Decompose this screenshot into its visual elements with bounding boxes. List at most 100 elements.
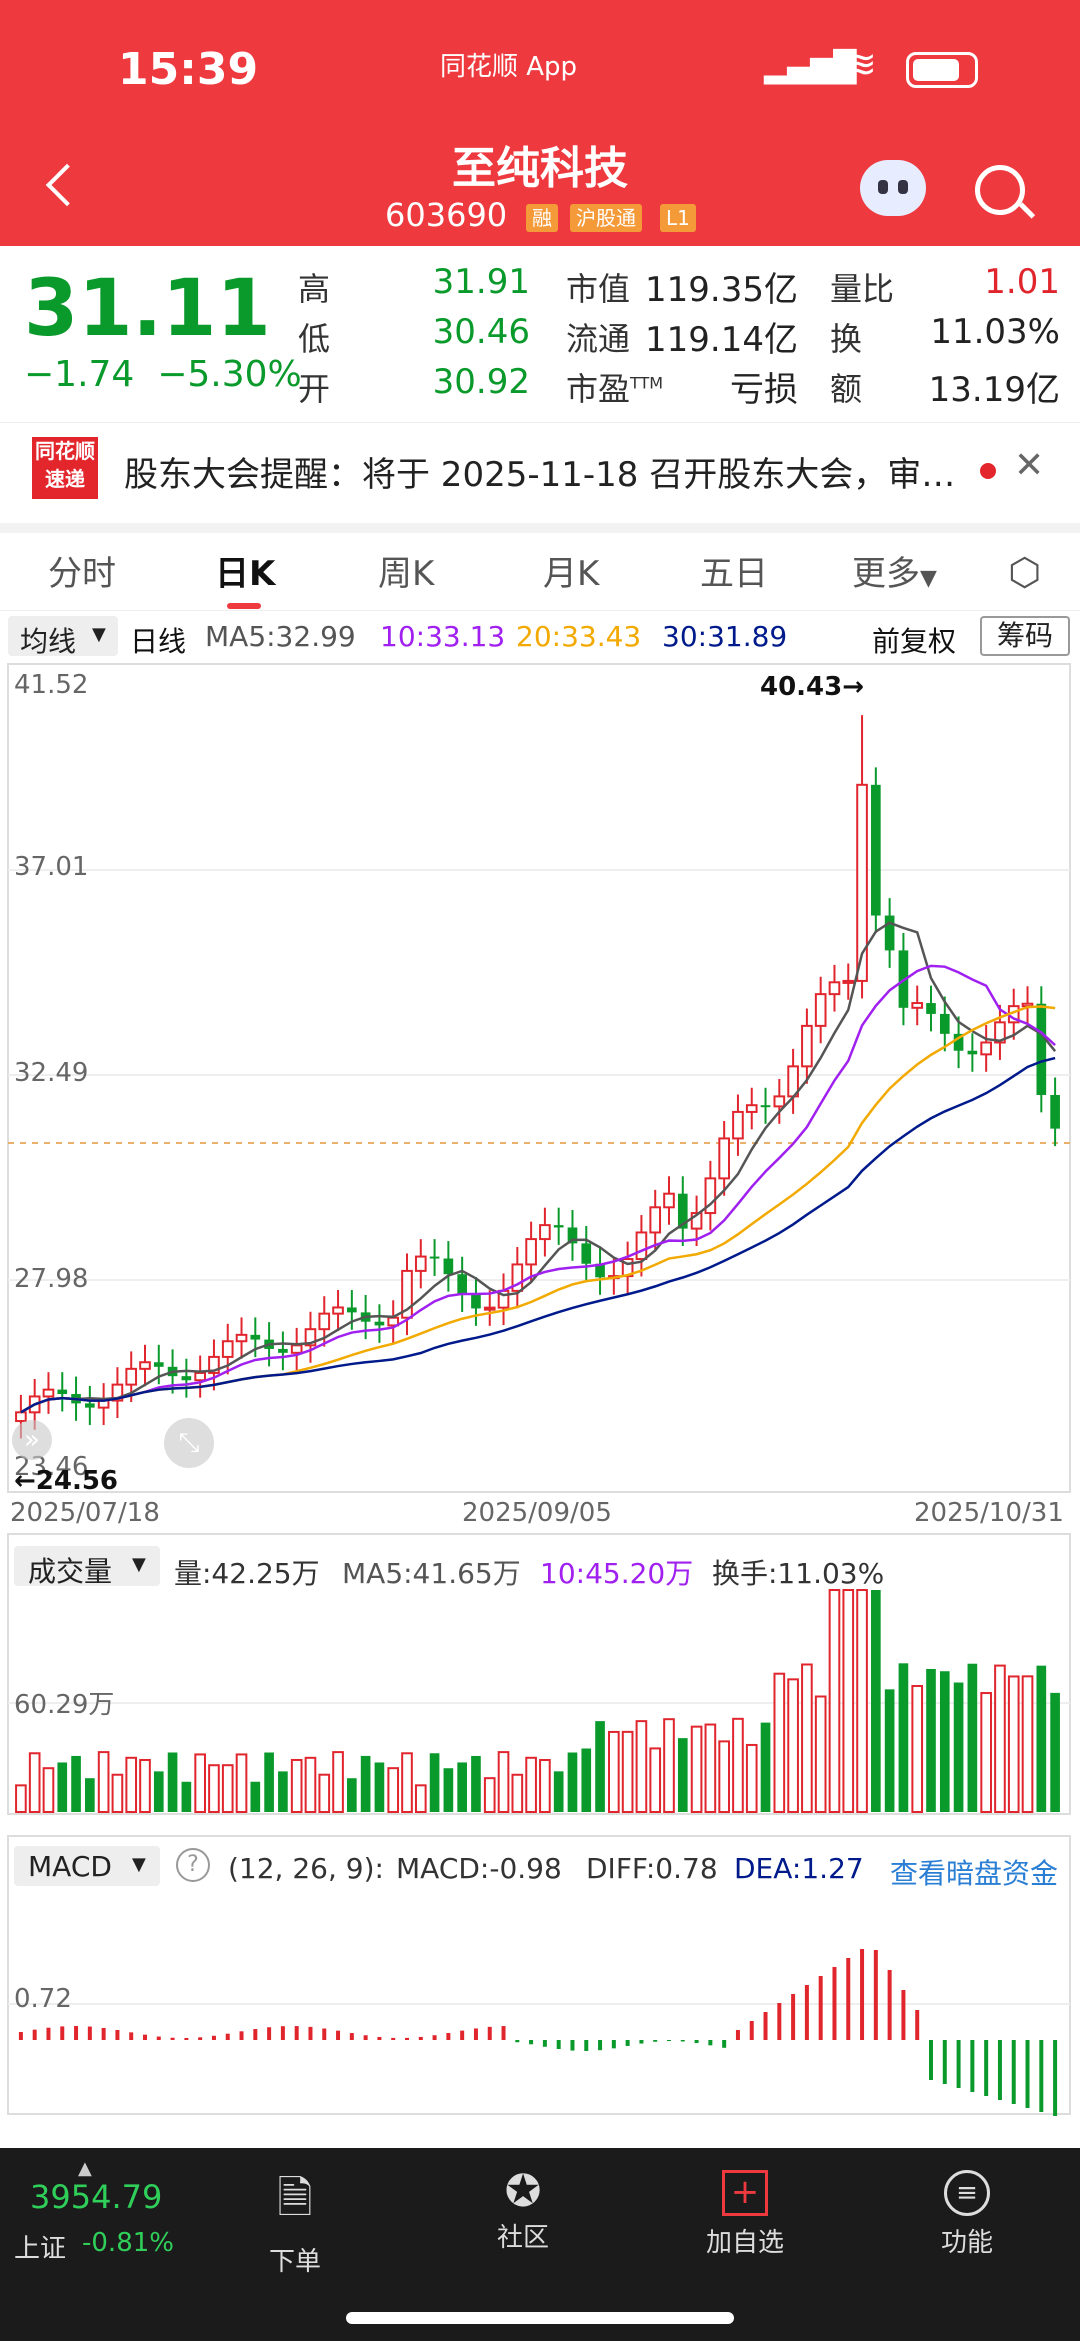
fullscreen-icon[interactable]: ⤡ bbox=[164, 1418, 214, 1468]
ma30-line bbox=[20, 1056, 1056, 1414]
notice-banner[interactable]: 同花顺 速递 股东大会提醒：将于 2025-11-18 召开股东大会，审… ✕ bbox=[0, 422, 1080, 533]
period-tabs: 分时 日K 周K 月K 五日 更多▼ ⬡ bbox=[0, 530, 1080, 611]
tab-order[interactable]: 🗎 下单 bbox=[250, 2166, 340, 2278]
volume-selector-label: 成交量 bbox=[28, 1555, 113, 1588]
volratio-value: 1.01 bbox=[984, 262, 1060, 302]
volume-bar bbox=[85, 1778, 95, 1812]
candles bbox=[15, 715, 1060, 1439]
tab-order-label: 下单 bbox=[268, 2247, 321, 2277]
tab-five-day[interactable]: 五日 bbox=[700, 554, 768, 594]
turnover-label: 换 bbox=[830, 320, 863, 358]
float-label: 流通 bbox=[566, 320, 631, 358]
candle-body bbox=[71, 1394, 81, 1404]
close-icon[interactable]: ✕ bbox=[1014, 445, 1045, 486]
volume-bar bbox=[42, 1767, 55, 1814]
candle-body bbox=[221, 1340, 234, 1358]
volume-bar bbox=[967, 1663, 978, 1812]
pe-label-text: 市盈 bbox=[566, 370, 631, 408]
volume-bar bbox=[15, 1784, 27, 1813]
candle-body bbox=[871, 784, 881, 916]
candle-body bbox=[663, 1192, 675, 1209]
candle-body bbox=[511, 1263, 524, 1292]
search-icon[interactable] bbox=[975, 165, 1025, 215]
candle-body bbox=[1050, 1094, 1060, 1129]
candle-body bbox=[994, 1021, 1006, 1044]
candle-body bbox=[608, 1275, 620, 1280]
help-icon[interactable]: ? bbox=[176, 1848, 210, 1882]
volume-bar bbox=[690, 1725, 703, 1814]
volume-bar bbox=[181, 1781, 192, 1812]
candle-body bbox=[718, 1137, 730, 1180]
tab-weekly-k[interactable]: 周K bbox=[378, 554, 435, 594]
volume-bar bbox=[1050, 1692, 1060, 1812]
candle-body bbox=[980, 1041, 992, 1056]
settings-hexagon-icon[interactable]: ⬡ bbox=[1008, 550, 1042, 594]
macd-selector[interactable]: MACD ▼ bbox=[14, 1846, 160, 1886]
y-label-3: 32.49 bbox=[14, 1058, 89, 1088]
index-value[interactable]: 3954.79 bbox=[30, 2178, 163, 2216]
volume-ma5: MA5:41.65万 bbox=[342, 1557, 521, 1590]
volume-bar bbox=[1007, 1675, 1020, 1813]
candle-body bbox=[111, 1383, 124, 1402]
signal-icon: ▂▄▆█ bbox=[764, 50, 857, 85]
pe-value: 亏损 bbox=[730, 370, 798, 410]
tab-daily-k[interactable]: 日K bbox=[215, 554, 276, 594]
candle-body bbox=[28, 1395, 41, 1414]
last-price: 31.11 bbox=[24, 264, 271, 354]
volume-bar bbox=[139, 1758, 151, 1814]
expand-left-icon[interactable]: » bbox=[12, 1420, 52, 1460]
ma5-value: MA5:32.99 bbox=[205, 620, 356, 653]
candle-body bbox=[911, 1002, 924, 1009]
home-indicator bbox=[346, 2312, 734, 2324]
volume-bar bbox=[884, 1689, 895, 1812]
volume-y-label: 60.29万 bbox=[14, 1690, 115, 1720]
volume-bar bbox=[760, 1722, 771, 1812]
caret-down-icon: ▼ bbox=[132, 1854, 146, 1875]
volume-bar bbox=[581, 1748, 592, 1812]
candle-body bbox=[649, 1206, 662, 1234]
adjust-label[interactable]: 前复权 bbox=[872, 625, 957, 658]
candle-body bbox=[332, 1306, 344, 1315]
candle-body bbox=[842, 979, 855, 984]
volume-selector[interactable]: 成交量 ▼ bbox=[14, 1546, 160, 1588]
volume-bar bbox=[732, 1717, 744, 1814]
volume-bar bbox=[567, 1752, 578, 1812]
volume-bar bbox=[111, 1773, 124, 1813]
tab-community[interactable]: ✪ 社区 bbox=[478, 2166, 568, 2254]
battery-icon bbox=[906, 52, 978, 88]
caret-down-icon: ▼ bbox=[132, 1554, 146, 1575]
candle-body bbox=[483, 1306, 496, 1311]
volume-bar bbox=[347, 1778, 357, 1812]
candle-body bbox=[539, 1224, 551, 1241]
dark-pool-link[interactable]: 查看暗盘资金 bbox=[890, 1857, 1059, 1890]
volume-bar bbox=[71, 1755, 81, 1812]
index-change: -0.81% bbox=[82, 2228, 174, 2258]
candle-body bbox=[621, 1258, 634, 1278]
index-name: 上证 bbox=[14, 2234, 67, 2264]
candle-body bbox=[167, 1366, 178, 1377]
candle-body bbox=[1021, 1002, 1034, 1008]
volume-bar bbox=[290, 1758, 303, 1813]
tab-intraday[interactable]: 分时 bbox=[48, 554, 116, 594]
notice-text[interactable]: 股东大会提醒：将于 2025-11-18 召开股东大会，审… bbox=[124, 455, 956, 495]
wifi-icon: ≋ bbox=[845, 42, 877, 86]
tab-more[interactable]: 更多▼ bbox=[852, 546, 937, 595]
volume-bar bbox=[663, 1718, 675, 1813]
tab-add-watchlist[interactable]: + 加自选 bbox=[690, 2166, 800, 2259]
tab-monthly-k[interactable]: 月K bbox=[543, 554, 600, 594]
turnover-rate: 换手:11.03% bbox=[712, 1557, 885, 1590]
tab-functions[interactable]: ≡ 功能 bbox=[922, 2166, 1012, 2259]
volume-bar bbox=[939, 1671, 950, 1812]
candle-body bbox=[264, 1339, 274, 1349]
volume-bar bbox=[387, 1767, 400, 1813]
candle-body bbox=[553, 1225, 564, 1228]
chip-button[interactable]: 筹码 bbox=[980, 616, 1070, 656]
assistant-robot-icon[interactable] bbox=[860, 160, 926, 216]
candle-body bbox=[525, 1238, 537, 1266]
notice-logo-bottom: 速递 bbox=[45, 467, 85, 491]
tag-hk-connect: 沪股通 bbox=[570, 204, 642, 232]
volume-bar bbox=[250, 1781, 261, 1812]
volume-bar bbox=[443, 1768, 454, 1812]
volume-bar bbox=[718, 1740, 730, 1813]
ma-selector[interactable]: 均线 ▼ bbox=[8, 616, 118, 658]
